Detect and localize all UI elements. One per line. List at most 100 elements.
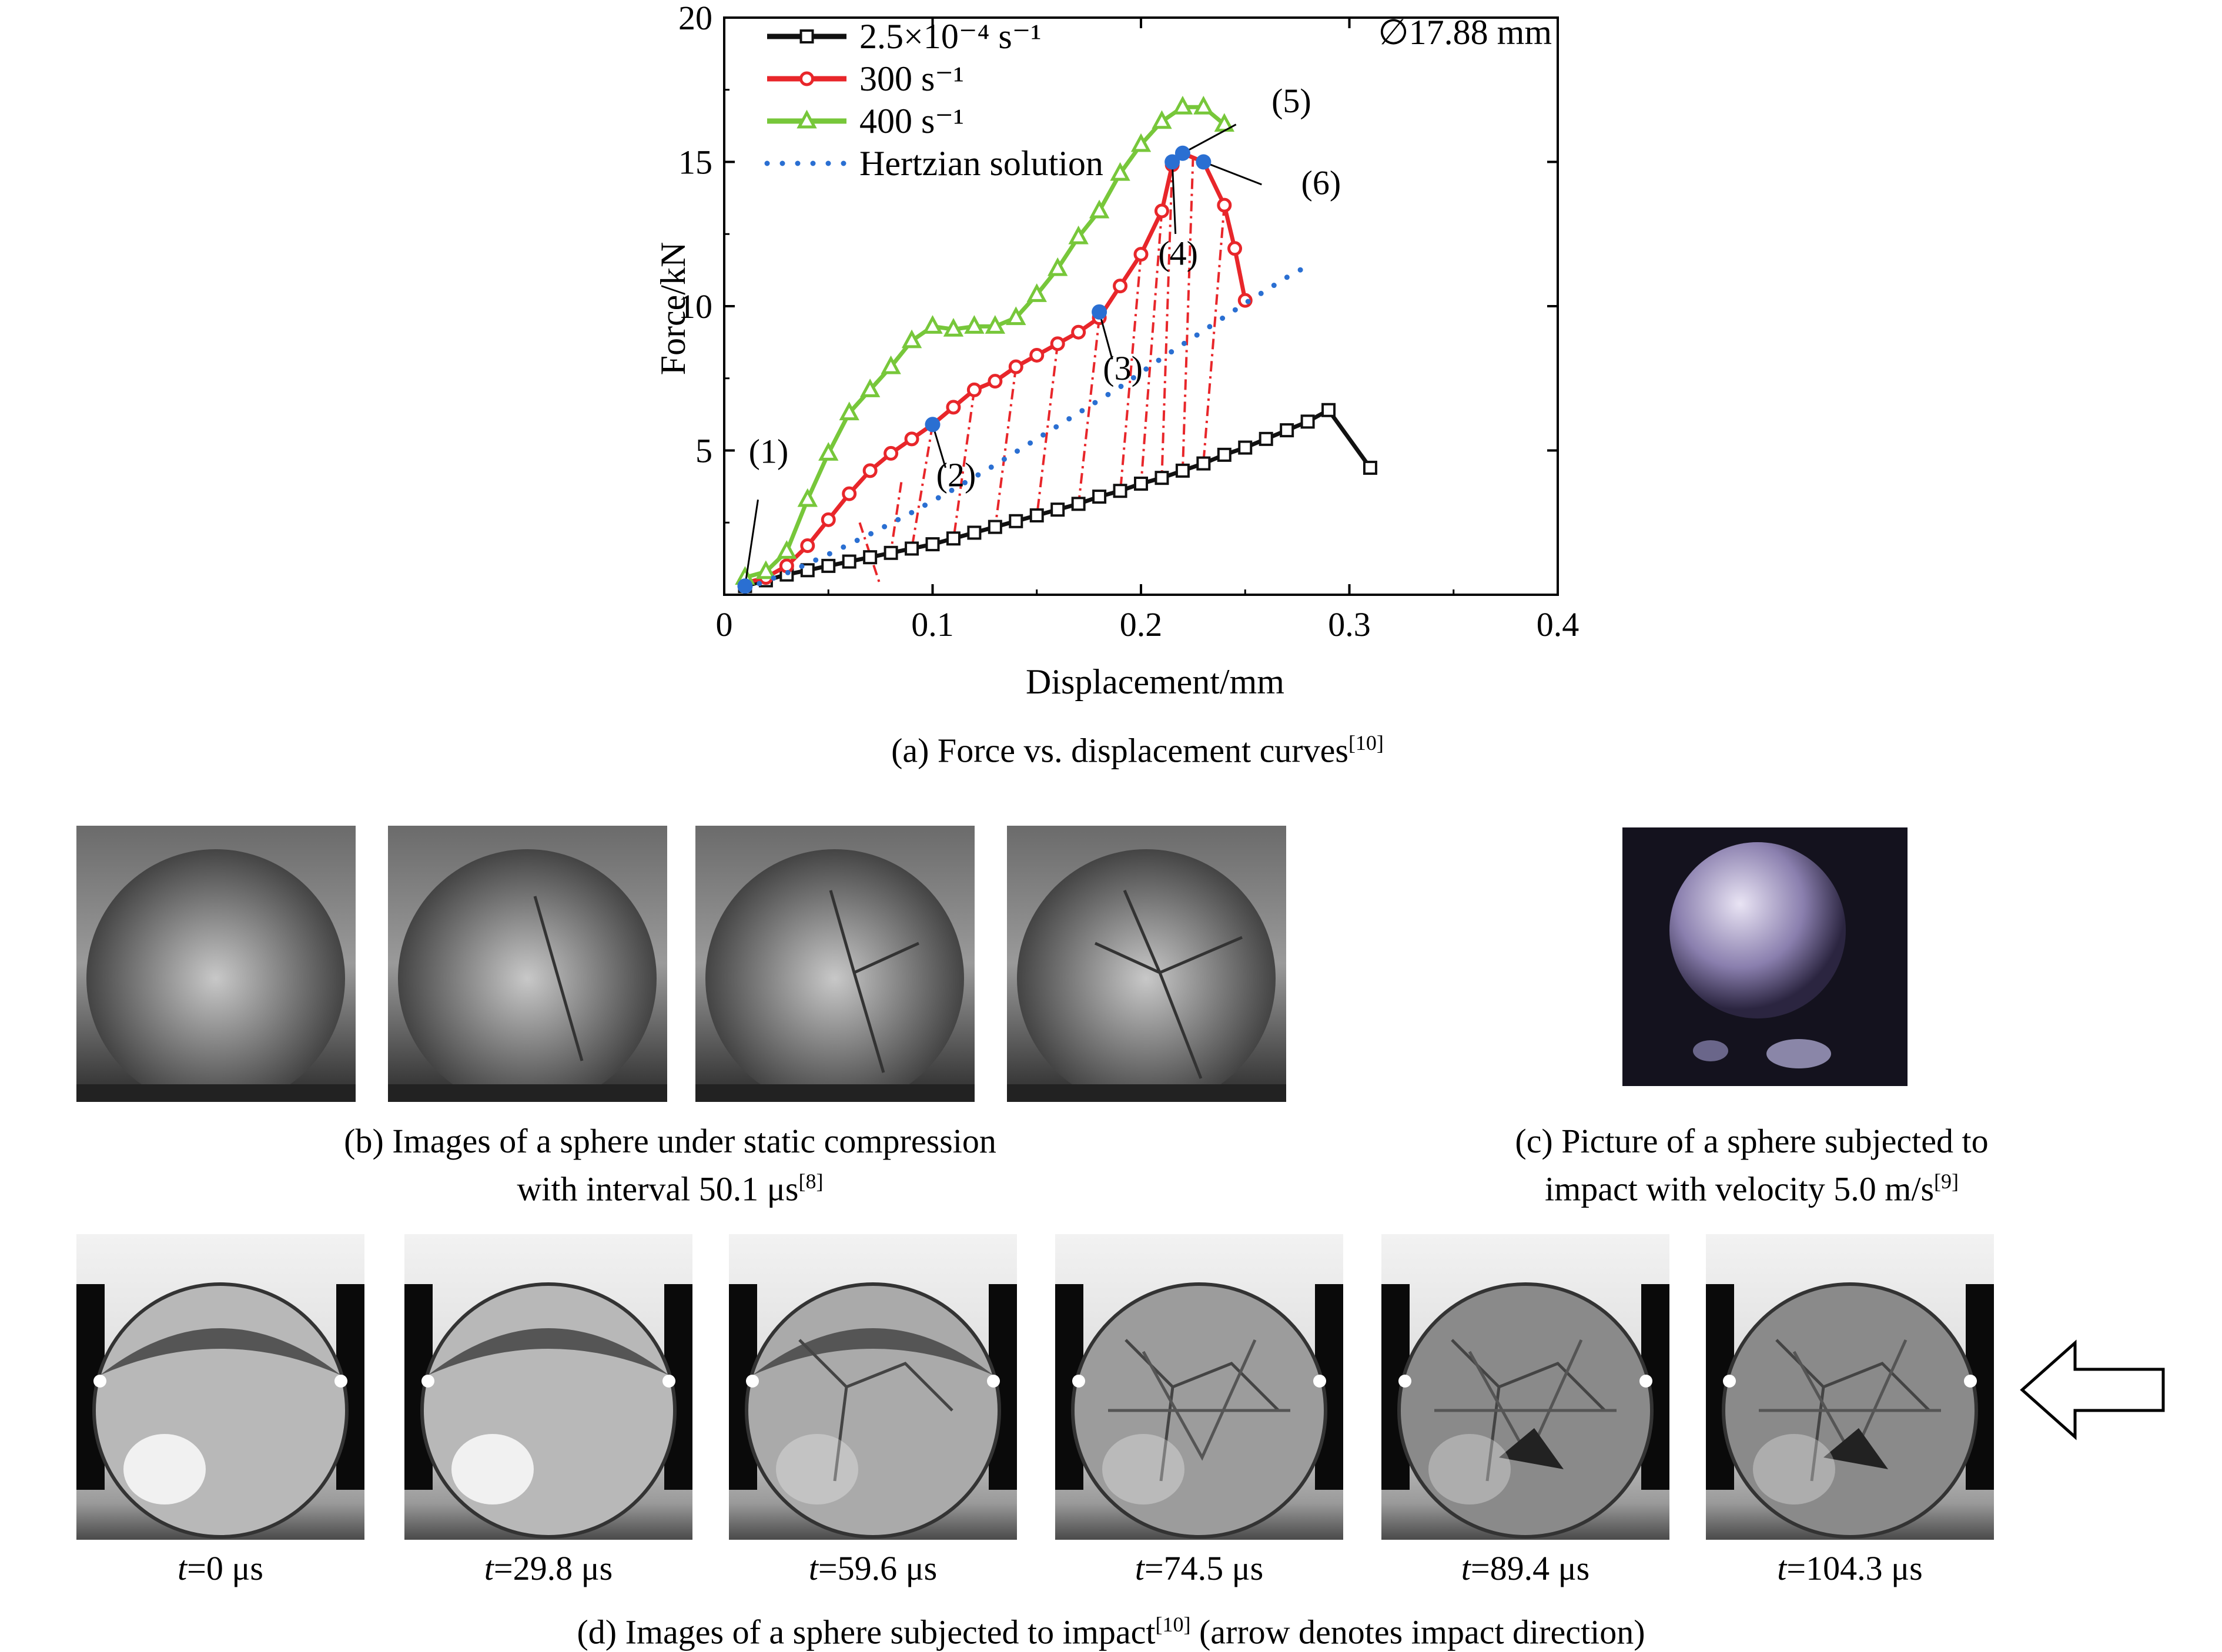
square-marker [1196,456,1211,471]
x-tick-label: 0.3 [1328,605,1371,644]
square-marker [1217,447,1232,462]
impact-sphere-picture [1622,827,1908,1086]
caption-d-text-a: (d) Images of a sphere subjected to impa… [577,1613,1156,1651]
square-marker [1300,414,1315,429]
square-marker [1050,502,1065,517]
circle-marker [800,538,815,554]
time-label-1: t=0 μs [97,1549,344,1588]
dashdot-link [993,366,1018,529]
time-label-4: t=74.5 μs [1076,1549,1323,1588]
square-marker [946,531,961,546]
caption-b-line2: with interval 50.1 μs [517,1170,799,1208]
circle-marker [842,486,857,501]
state-point [1092,304,1107,320]
static-compression-image-3 [695,826,975,1102]
triangle-marker [881,355,901,374]
caption-c-line1: (c) Picture of a sphere subjected to [1515,1122,1989,1160]
time-symbol: t [1135,1549,1145,1587]
plot-frame [723,16,1559,596]
triangle-marker [839,401,859,421]
time-label-3: t=59.6 μs [749,1549,996,1588]
circle-marker [966,382,982,397]
triangle-marker [1130,133,1152,152]
triangle-marker [1026,283,1047,302]
legend-label: 400 s⁻¹ [859,102,964,140]
caption-b-ref: [8] [798,1170,824,1193]
static-compression-image-4 [1007,826,1286,1102]
time-value: =29.8 μs [493,1549,613,1587]
triangle-marker [922,315,943,334]
triangle-marker [797,488,818,507]
impact-image-5 [1381,1234,1669,1540]
time-label-2: t=29.8 μs [425,1549,672,1588]
time-value: =0 μs [187,1549,263,1587]
static-compression-image-1 [76,826,356,1102]
left-arrow-icon [2016,1337,2169,1443]
point-leader [744,500,759,587]
y-tick-label: 5 [695,432,712,470]
triangle-marker [1193,95,1214,115]
circle-marker [821,512,836,527]
triangle-marker [901,329,922,349]
square-marker [821,558,836,573]
dashdot-link [1140,210,1163,485]
caption-c-line2: impact with velocity 5.0 m/s [1544,1170,1935,1208]
dashdot-link [1119,254,1142,494]
triangle-marker [755,560,777,579]
dashdot-link [1202,205,1226,463]
impact-image-6 [1706,1234,1994,1540]
square-marker [1029,508,1044,522]
square-marker [1113,484,1127,498]
legend-label: Hertzian solution [859,144,1103,183]
y-tick-label: 20 [678,0,712,37]
point-leader [1098,311,1113,360]
y-tick-label: 15 [678,143,712,182]
square-marker [988,520,1002,534]
caption-a: (a) Force vs. displacement curves[10] [817,723,1458,770]
circle-marker [1113,279,1128,294]
triangle-marker [1172,95,1193,115]
time-value: =89.4 μs [1470,1549,1590,1587]
circle-marker [1154,203,1169,219]
point-leader [1203,161,1262,186]
circle-marker [988,374,1003,389]
triangle-marker [1089,199,1110,219]
state-point-label: (5) [1271,82,1311,120]
triangle-marker [859,378,881,397]
state-point-label: (6) [1301,164,1341,202]
triangle-marker [1152,110,1172,129]
state-point-label: (1) [749,432,789,470]
square-marker [884,545,898,560]
legend-label: 300 s⁻¹ [859,59,964,98]
triangle-marker [777,540,797,559]
square-marker [967,525,982,540]
state-point [1196,154,1212,170]
dashdot-link [1181,156,1194,471]
dashdot-link [1035,343,1059,517]
circle-marker [1227,241,1243,256]
static-compression-image-2 [388,826,667,1102]
square-marker [1363,460,1377,475]
circle-marker [946,400,961,415]
x-tick-label: 0 [716,605,733,644]
point-leader [1182,123,1237,155]
state-point [925,417,941,433]
force-displacement-chart: (1)(2)(3)(4)(5)(6) 0 0.1 0.2 0.3 0.45101520 … [654,0,1579,701]
square-marker [1175,463,1190,478]
triangle-marker [943,318,964,337]
x-tick-label: 0.1 [911,605,954,644]
caption-d-ref: [10] [1155,1613,1191,1636]
circle-marker [779,558,794,574]
caption-a-ref: [10] [1348,731,1384,755]
square-marker [1280,423,1294,438]
x-axis-label: Displacement/mm [1026,662,1284,701]
circle-marker [1133,247,1149,262]
triangle-marker [1110,162,1130,181]
state-point [1164,154,1180,170]
impact-image-3 [729,1234,1017,1540]
circle-marker [1071,324,1086,340]
triangle-marker [985,315,1006,334]
triangle-marker [1068,225,1089,244]
square-marker [1134,476,1148,491]
caption-b: (b) Images of a sphere under static comp… [235,1121,1105,1209]
